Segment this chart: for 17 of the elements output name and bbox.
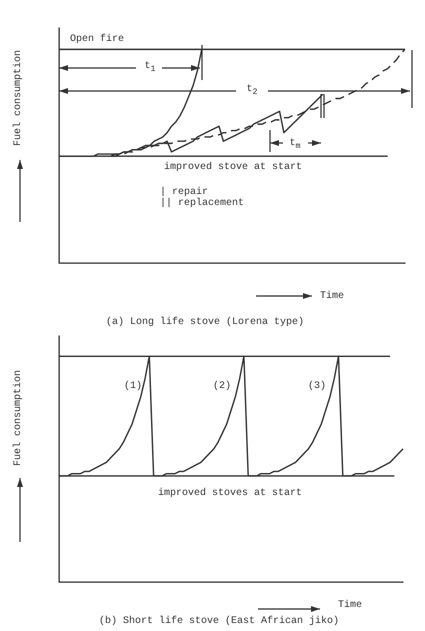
text: (a) Long life stove (Lorena type)	[106, 317, 304, 329]
legend-label: improved stove at start	[164, 162, 302, 174]
text: (b) Short life stove (East African jiko)	[98, 616, 340, 628]
annotation: t$_{1}$	[144, 61, 156, 75]
x-axis-title: Time	[338, 600, 362, 612]
annotation: (2)	[212, 381, 232, 393]
annotation: || replacement	[160, 198, 244, 210]
series-label: improved stoves at start	[158, 488, 302, 500]
x-axis-title: Time	[320, 291, 344, 303]
annotation: (3)	[308, 381, 326, 393]
series-label: Open fire	[70, 34, 124, 46]
annotation: (1)	[124, 381, 142, 393]
y-axis-title: Fuel consumption	[13, 370, 25, 466]
annotation: t$_{2}$	[246, 84, 258, 98]
annotation: t$_{m}$	[289, 138, 301, 152]
annotation: | repair	[160, 187, 208, 198]
y-axis-title: Fuel consumption	[13, 50, 25, 146]
